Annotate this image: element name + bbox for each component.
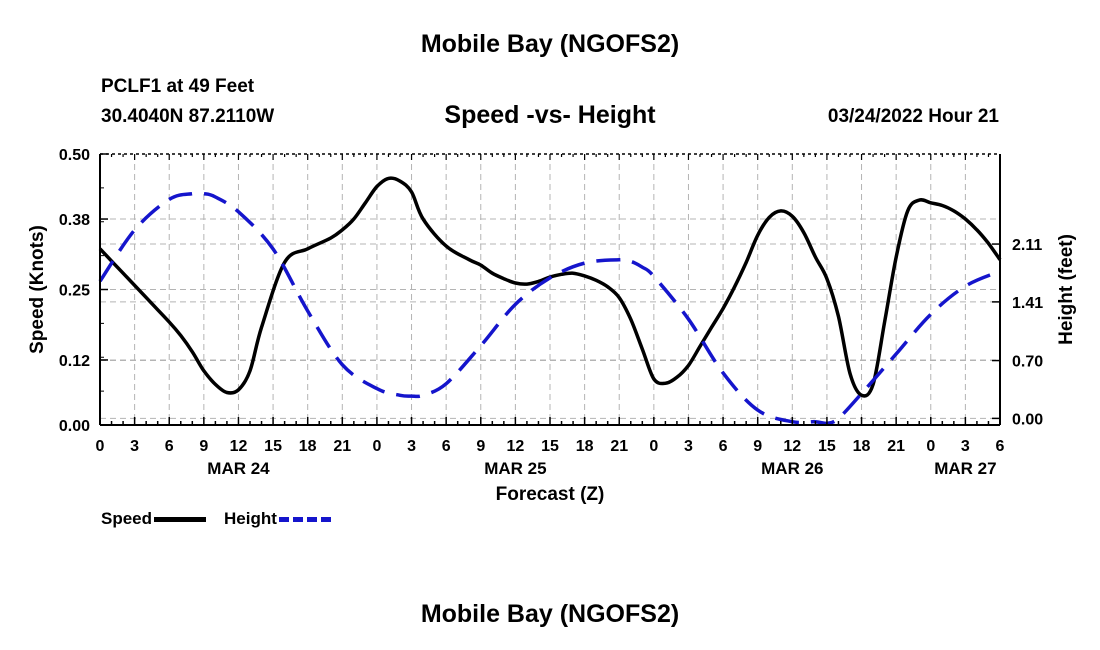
station-coordinates: 30.4040N 87.2110W — [101, 106, 275, 127]
x-tick-label: 3 — [961, 438, 970, 455]
series-line-speed — [98, 176, 1002, 398]
x-tick-label: 0 — [649, 438, 658, 455]
x-tick-label: 3 — [407, 438, 416, 455]
x-tick-label: 12 — [230, 438, 248, 455]
axes: 0 3 6 9 12 15 18 21 0 3 6 9 12 15 18 21 0 3 6 9 12 15 18 21 0 3 6M… — [27, 147, 1077, 505]
x-tick-label: 0 — [926, 438, 935, 455]
x-tick-label: 3 — [130, 438, 139, 455]
x-tick-label: 21 — [333, 438, 351, 455]
date-label: MAR 24 — [207, 459, 270, 478]
x-tick-label: 15 — [541, 438, 559, 455]
y-left-tick-label: 0.25 — [59, 283, 90, 300]
forecast-datetime: 03/24/2022 Hour 21 — [827, 106, 999, 127]
y-left-tick-label: 0.38 — [59, 212, 90, 229]
x-tick-label: 6 — [719, 438, 728, 455]
x-tick-label: 6 — [442, 438, 451, 455]
chart-title: Mobile Bay (NGOFS2) — [420, 30, 680, 58]
x-axis-label: Forecast (Z) — [496, 484, 605, 505]
y-right-tick-label: 0.00 — [1012, 411, 1043, 428]
x-tick-label: 9 — [199, 438, 208, 455]
date-label: MAR 26 — [761, 459, 823, 478]
y-right-tick-label: 0.70 — [1012, 354, 1043, 371]
x-tick-label: 18 — [853, 438, 871, 455]
x-tick-label: 0 — [372, 438, 381, 455]
y-left-axis-label: Speed (Knots) — [27, 225, 48, 354]
y-left-tick-label: 0.12 — [59, 353, 90, 370]
legend: Speed Height — [101, 509, 349, 529]
legend-height-label: Height — [224, 509, 277, 528]
date-label: MAR 25 — [484, 459, 546, 478]
x-tick-label: 6 — [996, 438, 1005, 455]
x-tick-label: 0 — [96, 438, 105, 455]
legend-speed-swatch — [154, 516, 207, 522]
speed-height-chart: 0 3 6 9 12 15 18 21 0 3 6 9 12 15 18 21 0 3 6 9 12 15 18 21 0 3 6M… — [27, 147, 1077, 505]
y-right-tick-label: 2.11 — [1012, 237, 1042, 254]
y-left-tick-label: 0.50 — [59, 147, 90, 164]
y-right-axis-label: Height (feet) — [1056, 234, 1077, 345]
station-label: PCLF1 at 49 Feet — [101, 76, 255, 97]
grid — [100, 154, 1000, 425]
x-tick-label: 9 — [753, 438, 762, 455]
x-tick-label: 15 — [818, 438, 836, 455]
x-tick-label: 18 — [299, 438, 317, 455]
x-tick-label: 21 — [610, 438, 628, 455]
legend-height-swatch — [278, 516, 331, 522]
x-tick-label: 12 — [506, 438, 524, 455]
x-tick-label: 6 — [165, 438, 174, 455]
x-tick-label: 18 — [576, 438, 594, 455]
series-line-height — [98, 191, 1001, 426]
y-right-tick-label: 1.41 — [1012, 295, 1043, 312]
x-tick-label: 21 — [887, 438, 905, 455]
x-tick-label: 9 — [476, 438, 485, 455]
legend-speed-label: Speed — [101, 509, 153, 528]
footer-title: Mobile Bay (NGOFS2) — [420, 600, 680, 628]
x-tick-label: 3 — [684, 438, 693, 455]
date-label: MAR 27 — [934, 459, 996, 478]
legend-item-height: Height — [224, 509, 331, 529]
plot-series — [98, 176, 1002, 426]
chart-subtitle: Speed -vs- Height — [444, 101, 656, 129]
y-left-tick-label: 0.00 — [59, 418, 90, 435]
x-tick-label: 12 — [783, 438, 801, 455]
x-tick-label: 15 — [264, 438, 282, 455]
legend-item-speed: Speed — [101, 509, 207, 529]
